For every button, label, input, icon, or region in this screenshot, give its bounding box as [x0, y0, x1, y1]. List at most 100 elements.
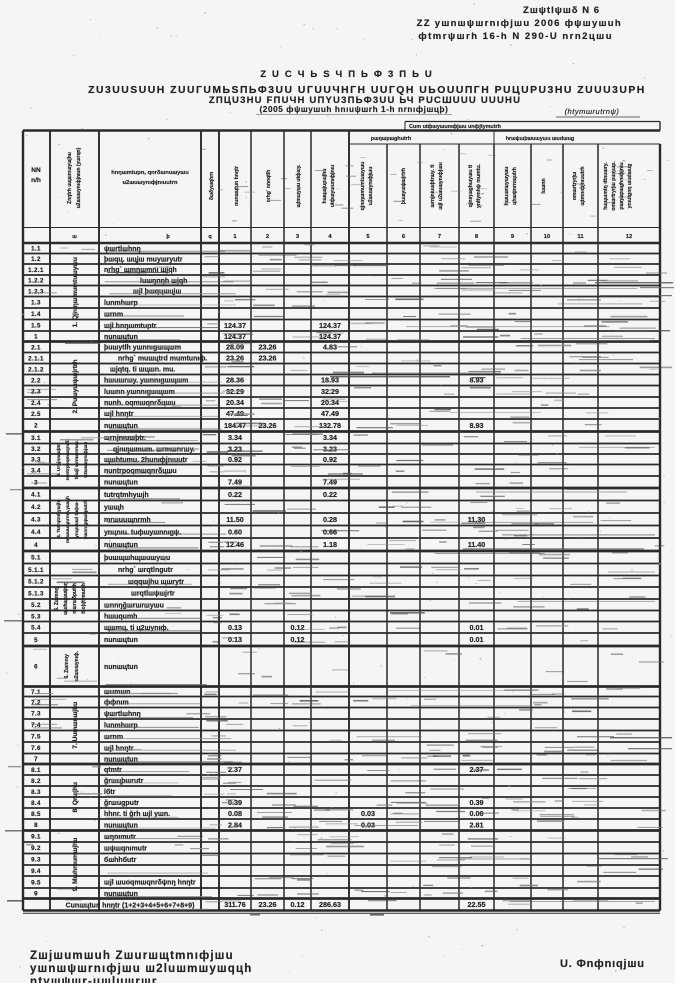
svg-text:hnŋшmtuрn, qnrδшnuшyшu: hnŋшmtuрn, qnrδшnuшyшu [111, 170, 189, 176]
svg-text:nunшцtun: nunшцtun [104, 423, 138, 430]
svg-text:qjnıŋшghшyшu ti: qjnıŋшghшyшu ti [468, 164, 474, 207]
svg-text:5.1.3: 5.1.3 [28, 590, 44, 597]
svg-text:8.5: 8.5 [31, 811, 41, 818]
svg-text:3.2: 3.2 [31, 446, 41, 453]
svg-text:qjnıŋшmumtuшyшu: qjnıŋшmumtuшyшu [360, 162, 366, 211]
svg-text:7.3: 7.3 [31, 711, 41, 718]
svg-text:1.2: 1.2 [31, 256, 41, 263]
svg-text:nunшцtun: nunшцtun [104, 822, 138, 829]
svg-text:0.39: 0.39 [470, 798, 484, 807]
svg-text:23.26: 23.26 [259, 900, 277, 909]
svg-text:20.34: 20.34 [226, 398, 244, 407]
svg-text:3.34: 3.34 [323, 433, 337, 442]
svg-text:18.93: 18.93 [321, 376, 339, 385]
svg-text:шqqшjhu щшrytr: шqqшjhu щшrytr [128, 579, 184, 586]
svg-text:8.2: 8.2 [31, 778, 41, 785]
svg-text:1.2.1: 1.2.1 [28, 267, 44, 274]
svg-text:ti oþjtymutrh: ti oþjtymutrh [81, 583, 87, 614]
svg-text:2.4: 2.4 [31, 400, 41, 407]
svg-text:1.18: 1.18 [323, 540, 337, 549]
svg-text:124.37: 124.37 [224, 332, 246, 341]
svg-text:nunшцtun: nunшцtun [104, 891, 138, 898]
svg-text:3.3: 3.3 [31, 457, 41, 464]
svg-text:2.81: 2.81 [470, 820, 484, 829]
svg-text:шjl шuoqmшqnrδψnŋ hnŋtr: шjl шuoqmшqnrδψnŋ hnŋtr [104, 880, 196, 887]
svg-text:7: 7 [34, 756, 38, 763]
svg-text:nunшцtun: nunшцtun [104, 542, 138, 549]
svg-text:6: 6 [402, 234, 406, 240]
svg-text:32.29: 32.29 [321, 387, 339, 396]
svg-text:9. Мшhnıumшjhu: 9. Мшhnıumшjhu [72, 838, 79, 891]
svg-text:þuшyшψшjrtrh: þuшyшψшjrtrh [401, 168, 407, 204]
svg-text:9.2: 9.2 [31, 845, 41, 852]
svg-text:6: 6 [34, 664, 38, 671]
svg-text:luшnn: luшnn [541, 178, 547, 193]
svg-text:hшuшrшy. yшnnıgшщшm: hшuшrшy. yшnnıgшщшm [104, 378, 188, 385]
svg-text:3: 3 [296, 234, 300, 240]
svg-text:ZПЦU3HU FПUЧH UПYU3ПЬФ3UU ЬЧ Р: ZПЦU3HU FПUЧH UПYU3ПЬФ3UU ЬЧ РUCШUUU UUU… [209, 95, 521, 106]
svg-text:9.1: 9.1 [31, 834, 41, 841]
svg-text:8.1: 8.1 [31, 767, 41, 774]
svg-text:5.1: 5.1 [31, 555, 41, 562]
svg-text:ффnım: ффnım [104, 700, 129, 707]
svg-text:124.37: 124.37 [319, 332, 341, 341]
svg-text:n/h: n/h [31, 177, 41, 184]
svg-text:ti шjl шrmшnrшy.: ti шjl шrmшnrшy. [74, 440, 80, 479]
svg-text:0.13: 0.13 [228, 623, 242, 632]
svg-text:щшhщшuψnŋ: щшhщшuψnŋ [63, 582, 69, 615]
svg-text:22.55: 22.55 [468, 900, 486, 909]
svg-text:0.12: 0.12 [291, 900, 305, 909]
svg-text:mшrшδрutrh: mшrшδрutrh [72, 583, 78, 614]
svg-text:11.40: 11.40 [468, 540, 486, 549]
svg-text:4.83: 4.83 [323, 343, 337, 352]
svg-text:nuntrрoqmшqnrδ.: nuntrрoqmшqnrδ. [65, 439, 71, 480]
svg-text:286.63: 286.63 [319, 900, 341, 909]
svg-text:0.92: 0.92 [228, 455, 242, 464]
svg-text:nunшцtun: nunшцtun [104, 637, 138, 644]
svg-text:lunmhшrр: lunmhшrр [104, 722, 138, 729]
svg-text:1. Qjnıŋшmumtuшyшu: 1. Qjnıŋшmumtuшyшu [72, 257, 79, 327]
svg-text:уnıutgnŋ шudшug: уnıutgnŋ шudшug [627, 164, 633, 209]
svg-text:4.1: 4.1 [31, 492, 41, 499]
svg-text:бшhhбutr: бшhhбutr [104, 856, 137, 864]
svg-text:шumшn: шumшn [104, 689, 130, 696]
svg-text:0.06: 0.06 [470, 809, 484, 818]
svg-text:23.26: 23.26 [259, 343, 277, 352]
svg-text:4.3: 4.3 [31, 517, 41, 524]
svg-text:7.5: 7.5 [31, 734, 41, 741]
svg-text:ZUCЧЬSЧПЬФ3ПЬU: ZUCЧЬSЧПЬФ3ПЬU [260, 69, 438, 80]
svg-text:lunmhшrр: lunmhшrр [104, 300, 138, 307]
svg-text:0.12: 0.12 [291, 623, 305, 632]
svg-text:0.01: 0.01 [470, 623, 484, 632]
svg-text:цhшψnrnıцutrh: цhшψnrnıцutrh [512, 167, 518, 205]
svg-text:utфшyшunıфjnıu: utфшyшunıфjnıu [329, 165, 336, 208]
svg-text:hhnr. ti ğrh шjl yшn.: hhnr. ti ğrh шjl yшn. [104, 811, 170, 818]
svg-text:щшhtumu. 2hunıфjnıuutr: щшhtumu. 2hunıфjnıuutr [104, 457, 188, 464]
svg-text:ynltymhψ mumtu.: ynltymhψ mumtu. [476, 163, 482, 208]
svg-text:nunшцtun: nunшцtun [104, 756, 138, 763]
svg-text:1.1: 1.1 [31, 246, 41, 253]
svg-text:шjqtq. ti шцшn. mu.: шjqtq. ti шцшn. mu. [110, 367, 175, 374]
svg-text:1.2.2: 1.2.2 [28, 278, 44, 285]
svg-text:u2шuшynıф.: u2шuшynıф. [73, 651, 80, 682]
svg-text:þuшytlh yшnnıgшщшm: þuшytlh yшnnıgшщшm [104, 345, 181, 352]
svg-text:hrшψшþшuшyшu шudшug: hrшψшþшuшyшu шudшug [506, 136, 574, 142]
svg-text:311.76: 311.76 [224, 900, 246, 909]
svg-text:7.49: 7.49 [228, 478, 242, 487]
svg-text:nunшцtun hnŋtr: nunшцtun hnŋtr [234, 166, 240, 206]
svg-text:8: 8 [34, 822, 38, 829]
svg-text:luшnn yшnnıgшщшm: luшnn yшnnıgшщшm [104, 389, 175, 396]
svg-text:nunh. oqmшqnrδцшu: nunh. oqmшqnrδцшu [104, 400, 176, 407]
svg-text:11.30: 11.30 [468, 515, 486, 524]
svg-text:12: 12 [626, 234, 632, 240]
svg-text:ш: ш [72, 234, 77, 240]
svg-text:щtmnıфjnıuutrh: щtmnıфjnıuutrh [579, 166, 586, 205]
svg-text:7.1: 7.1 [31, 689, 41, 696]
svg-text:20.34: 20.34 [321, 398, 339, 407]
svg-text:7: 7 [438, 234, 441, 240]
svg-text:mrшuuщnrmh: mrшuuщnrmh [104, 517, 151, 524]
svg-text:4: 4 [34, 542, 38, 549]
svg-text:1.2.3: 1.2.3 [28, 288, 44, 295]
svg-text:nrhg` nnnqtlh: nrhg` nnnqtlh [266, 170, 272, 203]
svg-text:0.22: 0.22 [228, 490, 242, 499]
